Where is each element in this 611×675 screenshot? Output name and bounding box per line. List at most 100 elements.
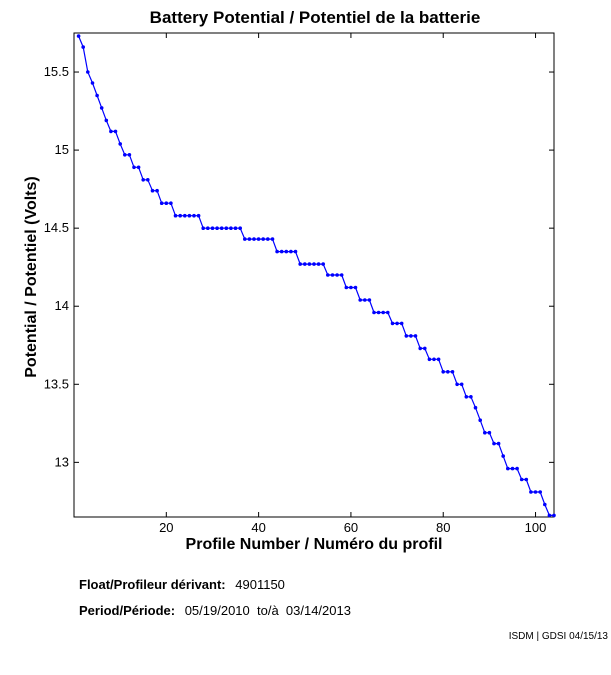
data-point bbox=[261, 237, 266, 241]
data-point bbox=[99, 106, 104, 110]
data-point bbox=[483, 430, 487, 435]
data-point bbox=[146, 178, 150, 182]
data-point bbox=[330, 273, 335, 277]
data-point bbox=[247, 237, 252, 241]
data-point bbox=[173, 213, 178, 218]
data-point bbox=[164, 201, 169, 205]
credit-label: ISDM | GDSI 04/15/13 bbox=[508, 631, 608, 642]
battery-potential-points bbox=[76, 34, 556, 518]
period-value: 05/19/2010 to/à 03/14/2013 bbox=[184, 603, 351, 618]
data-point bbox=[169, 201, 173, 205]
y-axis-label: Potential / Potentiel (Volts) bbox=[23, 176, 40, 378]
data-point bbox=[298, 262, 303, 266]
data-point bbox=[210, 226, 215, 230]
plot-area-frame bbox=[73, 32, 555, 518]
data-point bbox=[450, 370, 455, 374]
data-point bbox=[109, 129, 113, 134]
period-info: Period/Période: 05/19/2010 to/à 03/14/20… bbox=[79, 603, 351, 618]
data-point bbox=[215, 226, 219, 230]
data-point bbox=[113, 129, 118, 134]
data-point bbox=[243, 237, 247, 241]
period-label: Period/Période: bbox=[79, 603, 176, 618]
data-point bbox=[252, 237, 256, 241]
x-tick-label: 20 bbox=[159, 520, 173, 535]
data-point bbox=[487, 430, 492, 435]
data-point bbox=[432, 357, 436, 362]
chart-title: Battery Potential / Potentiel de la batt… bbox=[150, 8, 481, 27]
data-point bbox=[86, 70, 90, 74]
data-point bbox=[519, 477, 524, 482]
data-point bbox=[390, 321, 395, 326]
data-point bbox=[478, 418, 483, 423]
data-point bbox=[233, 226, 238, 230]
data-point bbox=[187, 213, 192, 218]
data-point bbox=[303, 262, 307, 266]
data-point bbox=[455, 382, 459, 387]
y-tick-label: 13 bbox=[55, 454, 69, 469]
data-point bbox=[289, 249, 293, 254]
x-tick-label: 60 bbox=[344, 520, 358, 535]
data-point bbox=[183, 213, 187, 218]
data-point bbox=[326, 273, 330, 277]
y-tick-label: 15 bbox=[55, 142, 69, 157]
float-info: Float/Profileur dérivant: 4901150 bbox=[79, 577, 285, 592]
data-point bbox=[335, 273, 339, 277]
data-point bbox=[533, 490, 538, 494]
x-axis-label: Profile Number / Numéro du profil bbox=[186, 536, 443, 553]
data-point bbox=[284, 249, 289, 254]
y-tick-label: 13.5 bbox=[44, 376, 69, 391]
data-point bbox=[275, 249, 279, 254]
data-point bbox=[501, 454, 506, 458]
data-point bbox=[409, 334, 413, 338]
y-axis-ticks: 13 13.5 14 14.5 15 15.5 bbox=[44, 64, 554, 469]
data-point bbox=[363, 298, 367, 302]
data-point bbox=[307, 262, 312, 266]
data-point bbox=[316, 262, 321, 266]
data-point bbox=[321, 262, 326, 266]
data-point bbox=[510, 466, 515, 471]
data-point bbox=[418, 346, 423, 351]
data-point bbox=[256, 237, 261, 241]
data-point bbox=[404, 334, 409, 338]
data-point bbox=[349, 285, 353, 290]
x-tick-label: 40 bbox=[251, 520, 265, 535]
data-point bbox=[358, 298, 363, 302]
data-point bbox=[372, 310, 376, 315]
data-point bbox=[473, 405, 478, 410]
data-point bbox=[178, 213, 182, 218]
y-tick-label: 14 bbox=[55, 298, 69, 313]
data-point bbox=[459, 382, 464, 387]
data-point bbox=[90, 81, 95, 85]
data-point bbox=[201, 226, 205, 230]
data-point bbox=[423, 346, 427, 351]
data-point bbox=[95, 93, 99, 98]
data-point bbox=[538, 490, 542, 494]
data-point bbox=[386, 310, 390, 315]
data-point bbox=[150, 188, 155, 193]
data-point bbox=[76, 34, 81, 38]
data-point bbox=[155, 188, 159, 193]
data-point bbox=[529, 490, 533, 494]
data-point bbox=[524, 477, 529, 482]
data-point bbox=[104, 118, 109, 123]
data-point bbox=[543, 502, 547, 507]
data-point bbox=[132, 165, 136, 170]
data-point bbox=[367, 298, 372, 302]
data-point bbox=[159, 201, 164, 205]
data-point bbox=[427, 357, 432, 362]
data-point bbox=[123, 153, 127, 157]
data-point bbox=[552, 513, 556, 518]
data-point bbox=[266, 237, 270, 241]
data-point bbox=[506, 466, 510, 471]
data-point bbox=[492, 441, 496, 446]
data-point bbox=[224, 226, 229, 230]
float-value: 4901150 bbox=[235, 577, 285, 592]
x-axis-ticks: 20 40 60 80 100 bbox=[159, 33, 546, 535]
data-point bbox=[206, 226, 210, 230]
data-point bbox=[81, 45, 85, 49]
data-point bbox=[196, 213, 201, 218]
x-tick-label: 80 bbox=[436, 520, 450, 535]
data-point bbox=[118, 142, 122, 146]
data-point bbox=[436, 357, 441, 362]
